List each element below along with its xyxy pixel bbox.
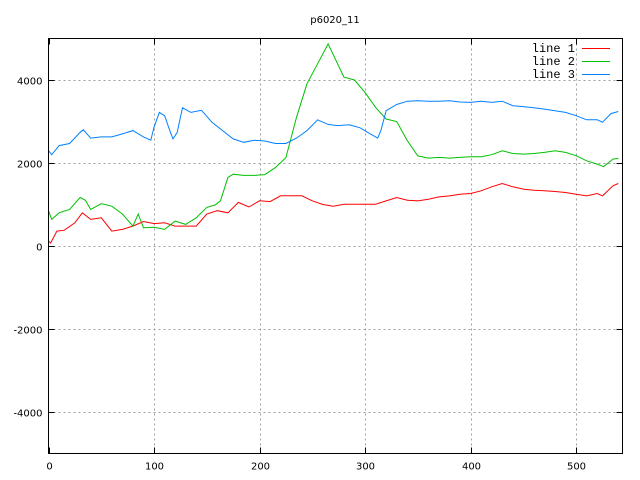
x-tick-label: 100 bbox=[145, 462, 164, 473]
y-tick-label: 0 bbox=[36, 243, 42, 254]
x-tick-label: 200 bbox=[251, 462, 270, 473]
grid bbox=[48, 38, 623, 454]
series-group bbox=[48, 42, 619, 244]
x-tick-label: 300 bbox=[356, 462, 375, 473]
x-tick-label: 400 bbox=[462, 462, 481, 473]
y-tick-label: -2000 bbox=[13, 326, 42, 337]
legend-label: line 3 bbox=[532, 68, 575, 82]
legend-label: line 1 bbox=[532, 42, 575, 56]
y-tick-label: 2000 bbox=[17, 160, 42, 171]
legend-label: line 2 bbox=[532, 55, 575, 69]
x-tick-label: 0 bbox=[46, 462, 52, 473]
plot-border bbox=[48, 38, 623, 454]
axis-ticks: 0 100 200 300 400 500 -4000 -2000 0 2000 4000 bbox=[13, 38, 623, 473]
x-tick-label: 500 bbox=[567, 462, 586, 473]
y-tick-label: -4000 bbox=[13, 409, 42, 420]
y-tick-label: 4000 bbox=[17, 77, 42, 88]
series-line-3 bbox=[48, 100, 619, 156]
chart-title: p6020_11 bbox=[310, 15, 360, 26]
series-line-1 bbox=[48, 182, 619, 244]
